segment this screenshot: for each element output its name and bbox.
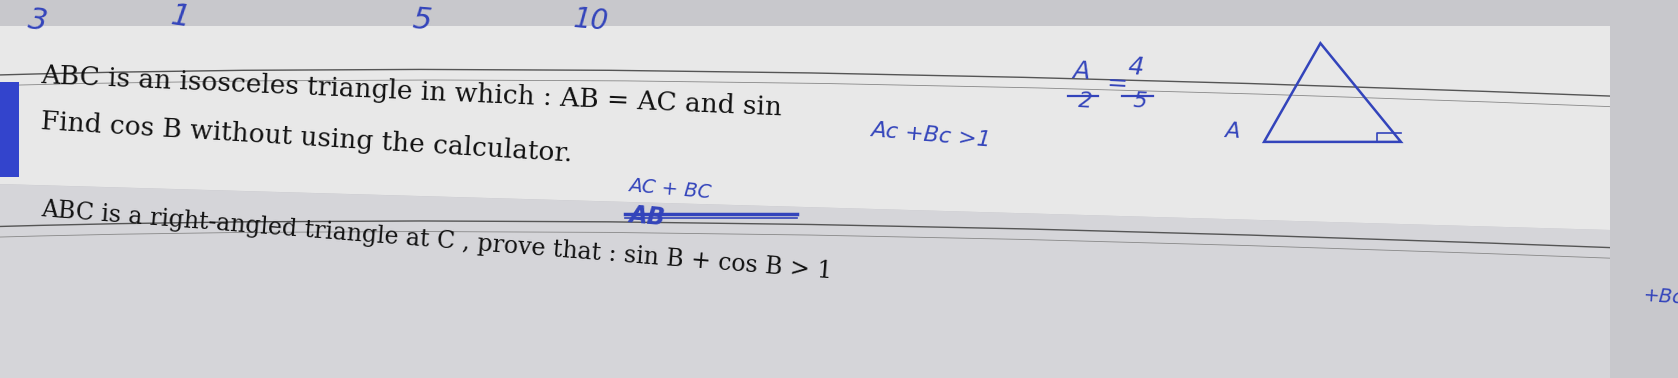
Text: ABC is a right-angled triangle at C , prove that : sin B + cos B > 1: ABC is a right-angled triangle at C , pr… xyxy=(40,198,834,283)
Text: 2: 2 xyxy=(1077,91,1092,112)
Text: A: A xyxy=(1072,59,1091,84)
Text: 5: 5 xyxy=(1133,91,1148,112)
Text: Ac +Bc >1: Ac +Bc >1 xyxy=(869,120,992,151)
Text: +Bc: +Bc xyxy=(1643,286,1678,308)
Text: 4: 4 xyxy=(1128,56,1144,80)
Text: ABC is an isosceles triangle in which : AB = AC and sin: ABC is an isosceles triangle in which : … xyxy=(40,64,782,121)
Text: 10: 10 xyxy=(572,5,609,36)
Text: 5: 5 xyxy=(411,6,433,36)
Polygon shape xyxy=(0,26,1611,230)
Text: 3: 3 xyxy=(25,5,49,36)
Text: Find cos B without using the calculator.: Find cos B without using the calculator. xyxy=(40,109,574,167)
Text: 1: 1 xyxy=(169,1,193,33)
Text: A: A xyxy=(1223,121,1240,142)
Polygon shape xyxy=(0,184,1611,378)
Text: AB: AB xyxy=(628,203,666,230)
FancyBboxPatch shape xyxy=(0,82,20,177)
Text: =: = xyxy=(1106,71,1128,96)
Text: AC + BC: AC + BC xyxy=(628,176,711,202)
